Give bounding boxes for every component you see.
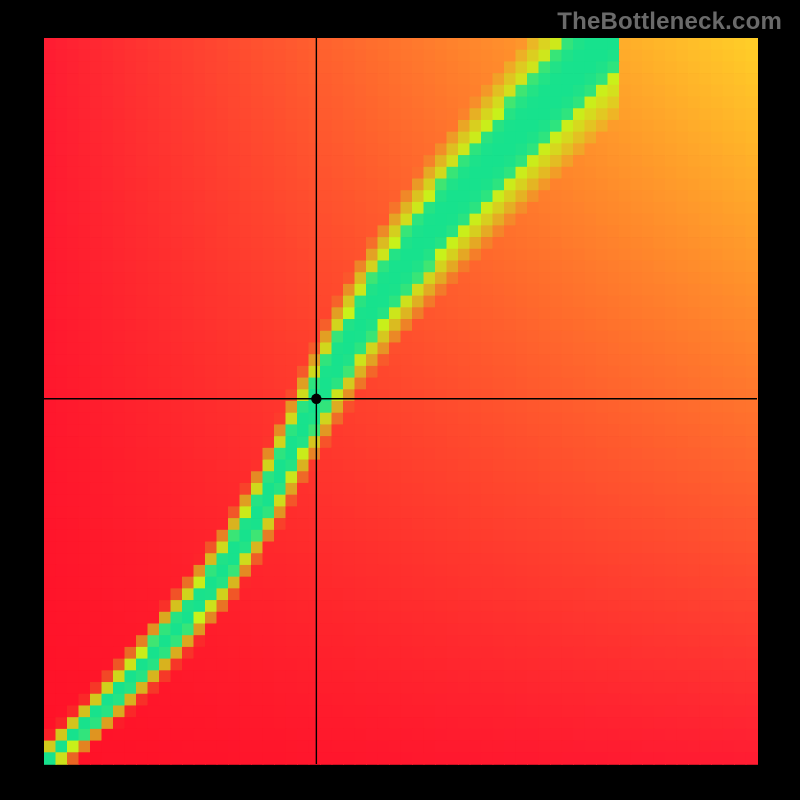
chart-container: TheBottleneck.com (0, 0, 800, 800)
watermark-text: TheBottleneck.com (557, 8, 782, 36)
bottleneck-heatmap-canvas (0, 0, 800, 800)
